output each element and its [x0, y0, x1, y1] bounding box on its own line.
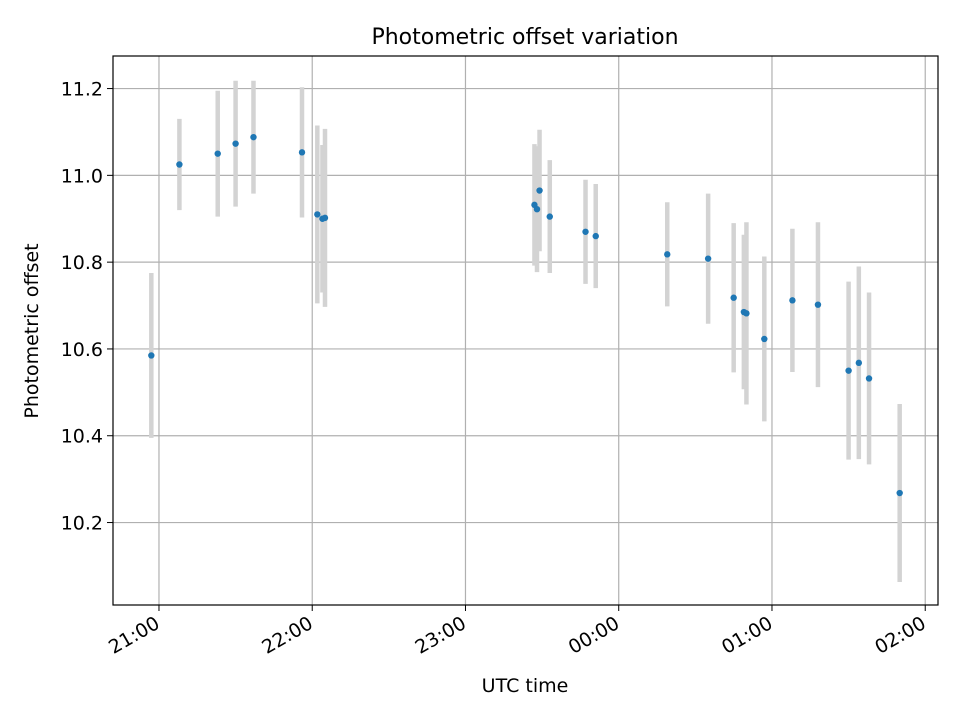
- data-point: [761, 335, 768, 343]
- data-point: [704, 255, 712, 262]
- data-point: [845, 367, 852, 374]
- data-point: [546, 213, 553, 220]
- data-point: [250, 133, 257, 141]
- plot-area-frame: [112, 55, 939, 606]
- data-point: [314, 211, 321, 218]
- y-tick-label: 11.2: [61, 79, 103, 101]
- data-points: [148, 133, 903, 497]
- y-tick-label: 10.6: [61, 339, 103, 361]
- chart-title: Photometric offset variation: [371, 25, 678, 50]
- data-point: [730, 294, 737, 301]
- grid-lines: [113, 56, 938, 605]
- data-point: [896, 489, 903, 497]
- y-axis-label: Photometric offset: [21, 243, 43, 418]
- data-point: [536, 187, 543, 194]
- y-axis-ticks: 10.2 10.4 10.6 10.8 11.0 11.2: [61, 79, 113, 535]
- y-tick-label: 10.4: [61, 426, 103, 448]
- data-point: [176, 161, 183, 168]
- data-point: [214, 150, 221, 157]
- data-point: [592, 232, 599, 240]
- data-point: [148, 352, 155, 359]
- data-point: [232, 140, 239, 147]
- y-tick-label: 11.0: [61, 165, 103, 187]
- data-point: [855, 359, 863, 367]
- data-point: [743, 310, 750, 317]
- y-tick-label: 10.8: [61, 252, 103, 274]
- data-point: [865, 375, 873, 382]
- data-point: [814, 301, 822, 308]
- x-axis-label: UTC time: [482, 675, 569, 697]
- data-point: [789, 297, 796, 304]
- data-point: [664, 251, 671, 258]
- data-point: [533, 205, 541, 213]
- data-point: [321, 214, 329, 222]
- y-tick-label: 10.2: [61, 513, 103, 535]
- data-point: [582, 228, 589, 235]
- data-point: [298, 149, 306, 156]
